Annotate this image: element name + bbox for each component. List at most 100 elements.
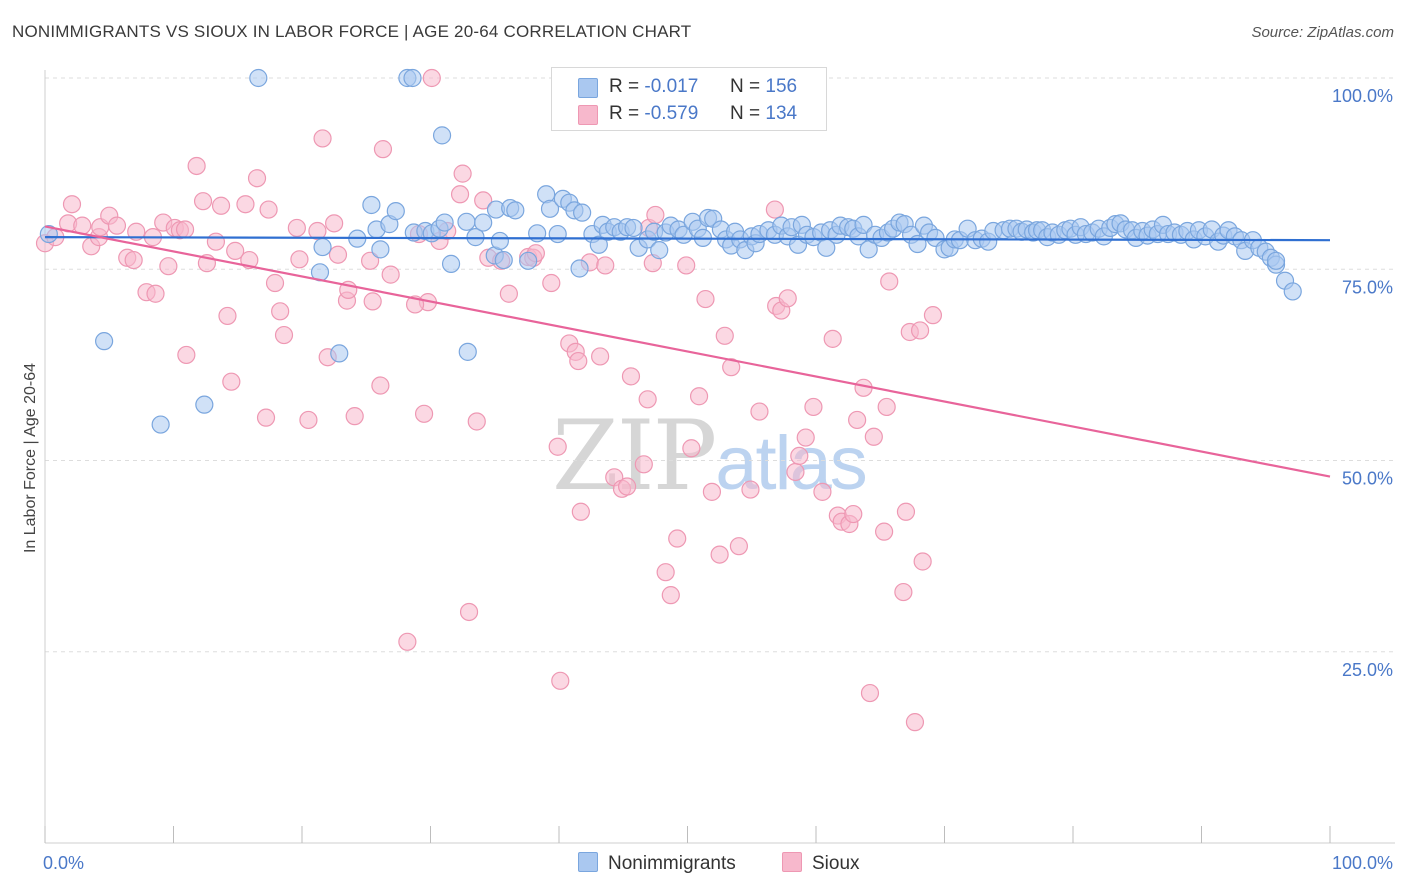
point-nonimmigrants — [474, 213, 493, 232]
point-nonimmigrants — [506, 201, 525, 220]
point-sioux — [381, 265, 400, 284]
legend-item-sioux[interactable]: Sioux — [782, 852, 860, 875]
point-nonimmigrants — [403, 68, 422, 88]
point-sioux — [345, 407, 364, 426]
point-nonimmigrants — [151, 415, 170, 434]
point-nonimmigrants — [95, 332, 114, 351]
point-sioux — [218, 306, 237, 326]
point-sioux — [677, 256, 696, 275]
point-sioux — [450, 185, 470, 204]
legend-n: N = 156 — [730, 76, 797, 98]
point-sioux — [222, 372, 241, 391]
legend-swatch-pink — [578, 105, 598, 125]
point-sioux — [62, 195, 82, 214]
point-sioux — [274, 325, 294, 345]
y-tick-labels: 25.0% 50.0% 75.0% 100.0% — [1332, 86, 1393, 680]
point-sioux — [796, 428, 815, 447]
legend-r: R = -0.579 — [609, 103, 698, 125]
point-nonimmigrants — [330, 344, 349, 363]
point-sioux — [571, 502, 590, 521]
point-sioux — [175, 220, 195, 239]
point-nonimmigrants — [650, 241, 669, 260]
point-sioux — [729, 537, 749, 556]
point-sioux — [287, 218, 306, 238]
legend-label-nonimmigrants: Nonimmigrants — [608, 853, 736, 874]
point-sioux — [813, 482, 832, 501]
legend-r-label: R = — [609, 76, 640, 97]
point-sioux — [308, 221, 327, 241]
point-sioux — [548, 437, 567, 456]
point-sioux — [373, 140, 393, 159]
point-nonimmigrants — [432, 126, 452, 145]
legend-r: R = -0.017 — [609, 76, 698, 98]
point-sioux — [551, 671, 570, 690]
point-sioux — [778, 289, 797, 308]
point-sioux — [453, 164, 472, 183]
point-sioux — [361, 251, 380, 270]
point-sioux — [634, 455, 653, 474]
point-sioux — [646, 205, 665, 225]
legend-n-value: 156 — [765, 76, 798, 97]
x-tick-label: 100.0% — [1332, 853, 1393, 873]
x-tick-label: 0.0% — [43, 853, 84, 873]
y-tick-label: 50.0% — [1342, 469, 1393, 489]
point-sioux — [124, 250, 143, 270]
point-sioux — [638, 390, 657, 409]
point-nonimmigrants — [854, 215, 873, 234]
point-nonimmigrants — [249, 68, 268, 88]
point-sioux — [823, 329, 842, 348]
point-sioux — [905, 713, 925, 732]
point-nonimmigrants — [386, 202, 405, 221]
chart-title: NONIMMIGRANTS VS SIOUX IN LABOR FORCE | … — [12, 22, 692, 41]
point-sioux — [668, 529, 687, 548]
trend-line-sioux — [44, 225, 1331, 478]
point-nonimmigrants — [573, 203, 592, 222]
point-sioux — [265, 273, 285, 293]
point-sioux — [226, 241, 245, 260]
legend-swatch-blue — [578, 852, 598, 872]
point-nonimmigrants — [570, 259, 589, 278]
legend-r-value: -0.017 — [644, 76, 699, 97]
point-sioux — [422, 68, 441, 88]
point-sioux — [804, 397, 823, 417]
point-sioux — [146, 284, 165, 303]
point-nonimmigrants — [458, 342, 477, 361]
point-sioux — [689, 387, 709, 406]
y-tick-label: 75.0% — [1342, 277, 1393, 297]
point-sioux — [877, 397, 896, 417]
point-sioux — [398, 632, 417, 651]
point-sioux — [299, 410, 318, 430]
point-nonimmigrants — [1266, 251, 1286, 270]
point-nonimmigrants — [441, 254, 461, 273]
point-sioux — [765, 200, 784, 219]
point-sioux — [875, 522, 894, 541]
point-sioux — [682, 439, 701, 458]
legend-n-label: N = — [730, 76, 761, 97]
point-sioux — [596, 256, 615, 275]
legend-n-label: N = — [730, 103, 761, 124]
point-sioux — [187, 156, 206, 176]
point-sioux — [661, 586, 680, 605]
point-nonimmigrants — [1283, 282, 1302, 301]
legend-bottom: Nonimmigrants Sioux — [0, 852, 1406, 878]
point-nonimmigrants — [490, 231, 509, 251]
point-sioux — [107, 216, 127, 235]
point-sioux — [259, 200, 278, 219]
point-sioux — [159, 257, 178, 276]
legend-item-nonimmigrants[interactable]: Nonimmigrants — [578, 852, 736, 875]
point-nonimmigrants — [313, 237, 332, 257]
point-nonimmigrants — [494, 250, 513, 270]
point-sioux — [910, 321, 930, 340]
source-label: Source: ZipAtlas.com — [1251, 24, 1394, 41]
legend-r-value: -0.579 — [644, 103, 699, 124]
point-sioux — [710, 545, 729, 564]
point-sioux — [923, 306, 943, 325]
point-sioux — [328, 245, 348, 264]
legend-swatch-pink — [782, 852, 802, 872]
point-nonimmigrants — [519, 251, 538, 270]
point-sioux — [363, 292, 382, 311]
y-tick-label: 25.0% — [1342, 660, 1393, 680]
point-nonimmigrants — [39, 224, 58, 244]
y-axis-label: In Labor Force | Age 20-64 — [22, 363, 39, 553]
